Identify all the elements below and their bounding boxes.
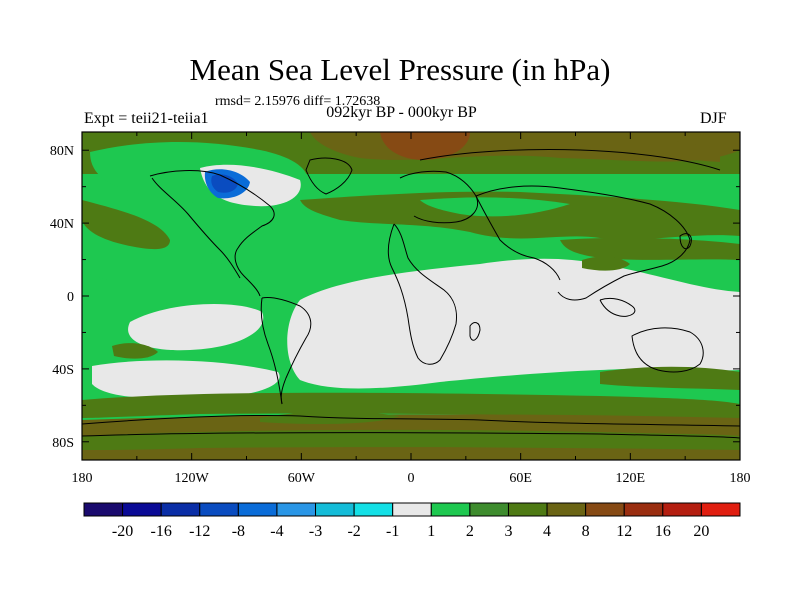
- colorbar-label: 8: [582, 523, 590, 540]
- chart-title: Mean Sea Level Pressure (in hPa): [189, 52, 611, 87]
- y-tick-label: 80S: [52, 436, 74, 451]
- y-tick-label: 80N: [50, 144, 74, 159]
- colorbar-box: [546, 502, 587, 517]
- colorbar-box: [662, 502, 702, 517]
- colorbar-label: 16: [655, 523, 671, 540]
- colorbar-label: -3: [309, 523, 322, 540]
- colorbar-box: [199, 502, 239, 517]
- colorbar-box: [430, 502, 471, 517]
- colorbar-label: 1: [427, 523, 435, 540]
- x-tick-label: 180: [730, 471, 751, 486]
- x-tick-label: 60W: [288, 471, 316, 486]
- colorbar-box: [276, 502, 317, 517]
- colorbar-box: [700, 502, 741, 517]
- colorbar-label: 12: [616, 523, 632, 540]
- x-axis: 180 120W 60W 0 60E 120E 180: [72, 132, 751, 486]
- period-label: 092kyr BP - 000kyr BP: [326, 104, 477, 121]
- colorbar-box: [353, 502, 394, 517]
- y-tick-label: 40N: [50, 217, 74, 232]
- colorbar-labels: -20 -16 -12 -8 -4 -3 -2 -1 1 2 3 4 8 12 16 20: [112, 523, 709, 540]
- colorbar-box: [392, 502, 432, 517]
- x-tick-label: 120E: [616, 471, 646, 486]
- colorbar-label: 20: [693, 523, 709, 540]
- stats-label: rmsd= 2.15976 diff= 1.72638: [215, 94, 381, 109]
- colorbar-box: [315, 502, 355, 517]
- colorbar-box: [122, 502, 162, 517]
- y-tick-label: 40S: [52, 363, 74, 378]
- colorbar-label: 3: [504, 523, 512, 540]
- colorbar-label: -1: [386, 523, 399, 540]
- colorbar-box: [507, 502, 548, 517]
- colorbar-label: -8: [232, 523, 245, 540]
- colorbar-box: [160, 502, 201, 517]
- colorbar-box: [83, 502, 124, 517]
- colorbar-label: -12: [189, 523, 210, 540]
- x-tick-label: 60E: [509, 471, 532, 486]
- colorbar-label: 2: [466, 523, 474, 540]
- x-tick-label: 0: [408, 471, 415, 486]
- colorbar-box: [585, 502, 625, 517]
- season-label: DJF: [700, 110, 727, 127]
- colorbar-box: [623, 502, 664, 517]
- colorbar-boxes: [83, 502, 741, 517]
- y-tick-label: 0: [67, 290, 74, 305]
- colorbar-label: 4: [543, 523, 551, 540]
- experiment-label: Expt = teii21-teiia1: [84, 110, 209, 127]
- colorbar-label: -16: [151, 523, 172, 540]
- colorbar-box: [469, 502, 509, 517]
- colorbar-label: -20: [112, 523, 133, 540]
- y-axis: 80N 40N 0 40S 80S: [50, 144, 740, 451]
- x-tick-label: 120W: [175, 471, 210, 486]
- x-tick-label: 180: [72, 471, 93, 486]
- coastlines: [82, 148, 740, 439]
- colorbar-box: [237, 502, 278, 517]
- colorbar-label: -4: [270, 523, 283, 540]
- colorbar-label: -2: [347, 523, 360, 540]
